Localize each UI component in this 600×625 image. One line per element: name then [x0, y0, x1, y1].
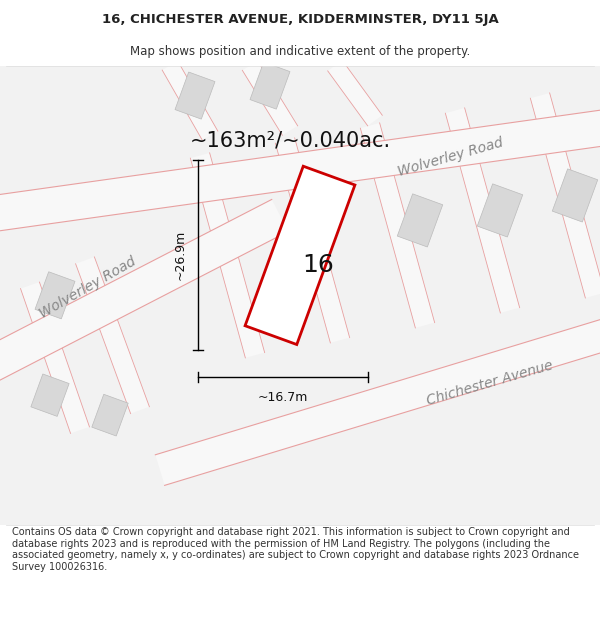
Polygon shape	[0, 199, 288, 386]
Polygon shape	[92, 394, 128, 436]
Polygon shape	[0, 107, 600, 233]
Polygon shape	[445, 108, 520, 313]
Polygon shape	[397, 194, 443, 247]
Text: ~26.9m: ~26.9m	[173, 230, 187, 281]
Polygon shape	[190, 153, 265, 358]
Text: ~163m²/~0.040ac.: ~163m²/~0.040ac.	[190, 131, 391, 151]
Polygon shape	[552, 169, 598, 222]
Text: Map shows position and indicative extent of the property.: Map shows position and indicative extent…	[130, 45, 470, 58]
Polygon shape	[155, 315, 600, 486]
Text: Contains OS data © Crown copyright and database right 2021. This information is : Contains OS data © Crown copyright and d…	[12, 527, 579, 572]
Polygon shape	[20, 282, 89, 433]
Polygon shape	[530, 93, 600, 298]
Text: 16, CHICHESTER AVENUE, KIDDERMINSTER, DY11 5JA: 16, CHICHESTER AVENUE, KIDDERMINSTER, DY…	[101, 13, 499, 26]
Text: Chichester Avenue: Chichester Avenue	[425, 358, 555, 408]
Text: Wolverley Road: Wolverley Road	[37, 254, 139, 321]
Polygon shape	[31, 374, 69, 416]
Polygon shape	[162, 61, 218, 140]
Polygon shape	[175, 72, 215, 119]
Text: Wolverley Road: Wolverley Road	[395, 136, 505, 179]
Text: ~16.7m: ~16.7m	[258, 391, 308, 404]
Polygon shape	[275, 138, 350, 343]
Polygon shape	[361, 123, 434, 328]
Polygon shape	[328, 61, 382, 126]
Text: 16: 16	[302, 253, 334, 278]
Polygon shape	[35, 272, 75, 319]
Polygon shape	[242, 61, 298, 135]
Polygon shape	[477, 184, 523, 237]
Polygon shape	[245, 166, 355, 344]
Polygon shape	[76, 257, 149, 414]
Polygon shape	[250, 62, 290, 109]
